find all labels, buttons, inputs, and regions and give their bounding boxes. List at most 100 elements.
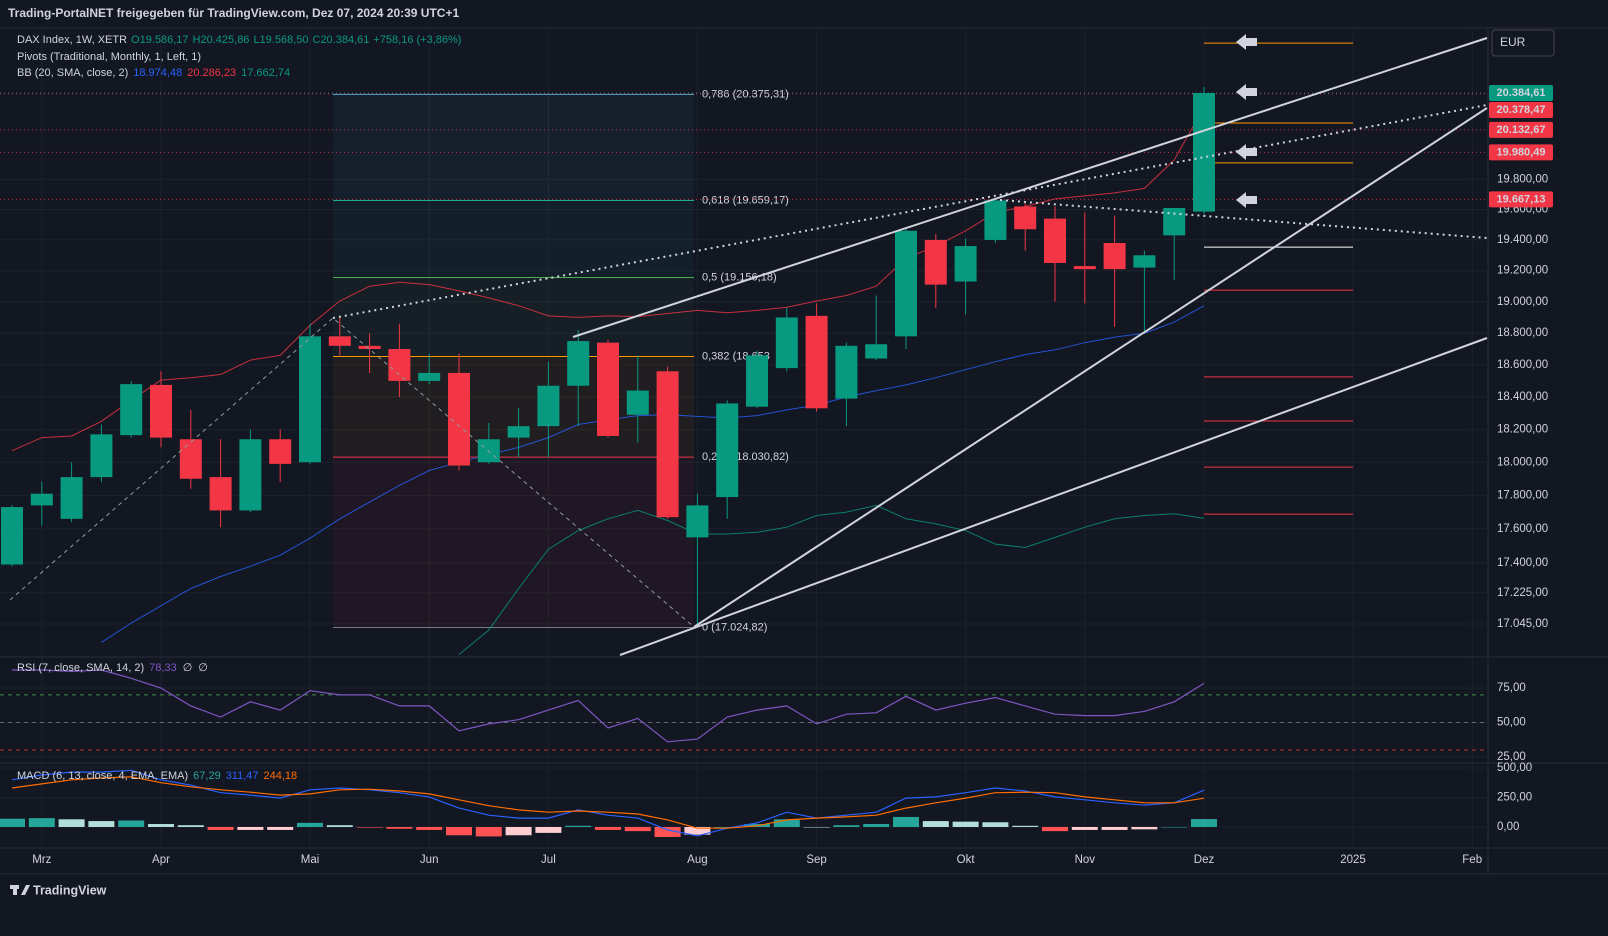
x-tick-label: Okt <box>957 854 976 866</box>
main-plot: 0,786 (20.375,31) 0,618 (19.659,17) 0,5 (1… <box>0 42 1487 655</box>
y-tick-label: 17.600,00 <box>1497 523 1548 535</box>
rsi-line <box>12 669 1205 743</box>
macd-hist <box>803 826 830 828</box>
price-tag-label: 19.980,49 <box>1497 146 1546 158</box>
currency[interactable]: EUR <box>1500 35 1526 49</box>
macd-hist <box>893 816 919 827</box>
macd-hist <box>148 824 174 827</box>
price-tag <box>1489 102 1553 119</box>
fib-label: 0 (17.024,82) <box>702 621 767 633</box>
arrow <box>1236 34 1257 50</box>
x-tick-label: Sep <box>806 854 826 866</box>
macd-hist <box>28 818 55 827</box>
price-tag-label: 20.378,47 <box>1497 104 1546 116</box>
x-tick-label: Nov <box>1075 854 1096 866</box>
rsi-plot <box>0 669 1487 751</box>
macd-hist <box>922 821 949 827</box>
price-tag <box>1489 121 1553 138</box>
candle-body <box>597 342 619 436</box>
macd-hist <box>326 825 353 827</box>
candle-body <box>239 439 262 511</box>
fib-band <box>333 94 694 201</box>
fib-band <box>333 200 694 278</box>
candle-body <box>209 477 232 511</box>
macd-hist <box>0 818 25 827</box>
y-tick-label: 18.000,00 <box>1497 456 1548 468</box>
candle-body <box>448 372 470 466</box>
candle-body <box>626 390 649 415</box>
symbol: DAX Index, 1W, XETR <box>17 34 127 46</box>
macd-hist <box>1101 826 1128 830</box>
macd-hist <box>1131 826 1158 830</box>
candle-body <box>418 372 441 381</box>
y-tick-label: 17.225,00 <box>1497 587 1548 599</box>
candle-body <box>507 426 530 438</box>
y-tick-label: 18.400,00 <box>1497 391 1548 403</box>
macd-hist <box>654 826 681 838</box>
x-tick-label: 2025 <box>1340 854 1366 866</box>
macd-hist <box>863 824 890 827</box>
candle-body <box>388 349 411 381</box>
candle-body <box>895 230 917 337</box>
candle-body <box>299 336 321 463</box>
macd-value: 67,29 <box>193 770 221 782</box>
macd-hist <box>773 819 800 827</box>
trendline <box>572 37 1488 338</box>
price-tag <box>1489 191 1553 208</box>
y-tick-label: 18.600,00 <box>1497 359 1548 371</box>
currency-box[interactable] <box>1491 29 1555 57</box>
candle-body <box>1044 218 1066 263</box>
candle-body <box>835 345 858 399</box>
macd-hist <box>714 826 741 828</box>
legend-bb: BB (20, SMA, close, 2) 18.974,48 20.286,23… <box>17 67 290 79</box>
macd-hist <box>1161 826 1188 828</box>
bb-title: BB (20, SMA, close, 2) <box>17 67 128 79</box>
y-tick-label: 500,00 <box>1497 762 1532 774</box>
y-tick-label: 19.800,00 <box>1497 173 1548 185</box>
candle-body <box>805 315 828 409</box>
macd-hist <box>833 825 860 827</box>
macd-hist <box>297 822 323 827</box>
fib-label: 0,786 (20.375,31) <box>702 88 789 100</box>
legend-main: DAX Index, 1W, XETR O19.586,17 H20.425,86 L… <box>17 34 461 46</box>
fib-trend <box>9 317 695 628</box>
macd-hist <box>446 826 472 836</box>
ohlc: O19.586,17 <box>131 34 189 46</box>
arrow <box>1236 192 1257 208</box>
macd-hist <box>356 826 383 828</box>
macd-line <box>11 776 1205 829</box>
trendline <box>693 107 1488 628</box>
candle-body <box>865 344 888 359</box>
candle-body <box>120 384 143 436</box>
candle-body <box>1193 93 1215 212</box>
y-tick-label: 17.400,00 <box>1497 557 1548 569</box>
macd-plot <box>0 769 1217 838</box>
bb-value: 18.974,48 <box>133 67 182 79</box>
logo <box>10 885 30 895</box>
macd-hist <box>535 826 562 833</box>
x-tick-label: Dez <box>1194 854 1215 866</box>
candle-body <box>1103 242 1126 270</box>
fib-band <box>333 277 694 357</box>
y-tick-label: 19.400,00 <box>1497 234 1548 246</box>
candle-body <box>567 341 590 386</box>
logo-part <box>21 885 30 895</box>
macd-hist <box>624 826 651 832</box>
macd-hist <box>267 826 294 830</box>
macd-line <box>11 769 1205 837</box>
macd-hist <box>207 826 234 830</box>
header: Trading-PortalNET freigegeben für Tradin… <box>8 6 459 20</box>
x-tick-label: Jul <box>541 854 556 866</box>
x-tick-label: Feb <box>1462 854 1482 866</box>
y-tick-label: 50,00 <box>1497 717 1526 729</box>
legend-pivots: Pivots (Traditional, Monthly, 1, Left, 1… <box>17 51 201 63</box>
candle-body <box>775 317 798 369</box>
price-tag-label: 20.384,61 <box>1497 87 1546 99</box>
candle-body <box>746 355 768 407</box>
candle-body <box>30 493 53 506</box>
macd-hist <box>565 825 592 827</box>
rsi-title: RSI (7, close, SMA, 14, 2) <box>17 662 144 674</box>
macd-hist <box>684 826 711 835</box>
macd-hist <box>505 826 532 836</box>
